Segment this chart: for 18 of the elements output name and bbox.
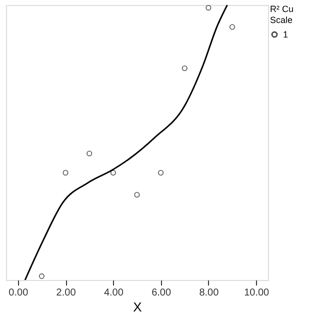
- x-tick-label: 6.00: [152, 288, 172, 298]
- x-axis-title: X: [133, 300, 142, 314]
- x-tick-label: 4.00: [104, 288, 124, 298]
- point: [62, 170, 68, 176]
- legend-title: R² Cu Scale: [270, 4, 294, 25]
- x-tick-label: 0.00: [8, 288, 29, 298]
- point: [230, 24, 236, 30]
- point: [158, 170, 164, 176]
- legend-label: 1: [283, 30, 288, 40]
- x-tick-label: 2.00: [56, 288, 76, 298]
- point: [110, 170, 116, 176]
- point: [182, 66, 188, 71]
- point: [134, 192, 140, 198]
- x-tick-label: 8.00: [199, 288, 220, 298]
- point: [206, 5, 212, 10]
- point: [38, 273, 44, 279]
- point: [86, 150, 92, 156]
- x-tick-label: 10.00: [244, 288, 270, 298]
